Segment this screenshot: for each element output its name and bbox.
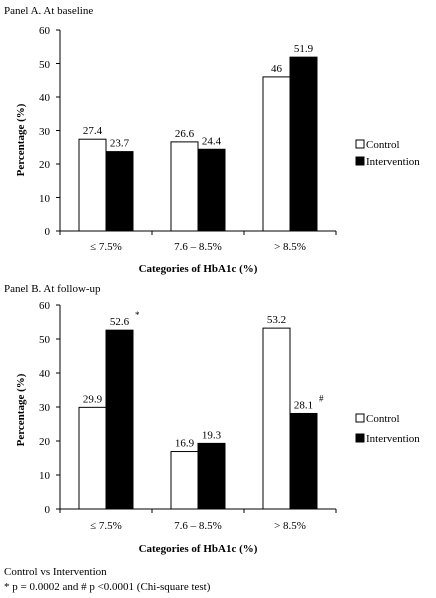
panel-b-marker-intervention-gt-8-5: # xyxy=(319,393,324,403)
panel-a-label-control-le-7-5: 27.4 xyxy=(83,125,103,137)
panel-a-label-control-7-6-8-5: 26.6 xyxy=(175,128,195,140)
panel-a-x-ticks: ≤ 7.5% 7.6 – 8.5% > 8.5% xyxy=(90,241,306,253)
panel-a: Panel A. At baseline Percentage (%) 0 10… xyxy=(4,5,420,275)
panel-a-y-tick-20: 20 xyxy=(39,159,51,171)
panel-b-bar-control-le-7-5 xyxy=(78,406,107,510)
panel-a-bar-control-gt-8-5 xyxy=(262,76,291,232)
panel-a-legend: Control Intervention xyxy=(355,139,420,168)
panel-a-x-tick-1: ≤ 7.5% xyxy=(90,241,122,253)
panel-b-x-tick-1: ≤ 7.5% xyxy=(90,520,122,532)
panel-b-y-axis-label: Percentage (%) xyxy=(15,373,27,446)
panel-a-y-tick-30: 30 xyxy=(39,126,51,138)
panel-b: Panel B. At follow-up Percentage (%) 0 1… xyxy=(4,283,420,555)
panel-b-y-tick-0: 0 xyxy=(45,504,51,516)
panel-b-label-control-gt-8-5: 53.2 xyxy=(267,314,286,326)
panel-b-legend: Control Intervention xyxy=(355,413,420,445)
panel-a-y-tick-60: 60 xyxy=(39,25,51,37)
panel-b-label-intervention-7-6-8-5: 19.3 xyxy=(202,429,222,441)
panel-b-x-axis-label: Categories of HbA1c (%) xyxy=(139,543,258,555)
panel-b-legend-swatch-control xyxy=(355,413,365,423)
panel-b-y-tick-60: 60 xyxy=(39,300,51,312)
panel-a-label-intervention-le-7-5: 23.7 xyxy=(110,138,130,150)
panel-b-bar-intervention-le-7-5 xyxy=(105,329,134,510)
panel-a-y-tick-10: 10 xyxy=(39,193,51,205)
panel-b-label-control-le-7-5: 29.9 xyxy=(83,393,103,405)
panel-b-plot: 29.9 16.9 53.2 52.6 * 19.3 28.1 # xyxy=(56,304,337,513)
panel-b-label-intervention-gt-8-5: 28.1 xyxy=(294,399,313,411)
panel-a-bar-intervention-gt-8-5 xyxy=(289,56,318,232)
panel-b-bar-intervention-gt-8-5 xyxy=(289,412,318,510)
panel-a-legend-control: Control xyxy=(366,139,400,151)
panel-a-label-intervention-7-6-8-5: 24.4 xyxy=(202,135,222,147)
panel-a-x-tick-2: 7.6 – 8.5% xyxy=(174,241,222,253)
footnote-comparison: Control vs Intervention xyxy=(4,566,107,578)
panel-a-legend-swatch-control xyxy=(355,139,365,149)
panel-b-marker-intervention-le-7-5: * xyxy=(135,310,140,320)
panel-b-bar-intervention-7-6-8-5 xyxy=(197,442,226,510)
panel-a-label-control-gt-8-5: 46 xyxy=(271,63,283,75)
panel-b-y-tick-10: 10 xyxy=(39,470,51,482)
panel-a-plot: 27.4 26.6 46 23.7 24.4 51.9 xyxy=(56,29,337,235)
panel-b-legend-intervention: Intervention xyxy=(366,433,420,445)
panel-b-y-tick-50: 50 xyxy=(39,334,51,346)
panel-a-bar-intervention-7-6-8-5 xyxy=(197,148,226,232)
panel-a-legend-swatch-intervention xyxy=(355,156,365,166)
panel-a-y-tick-40: 40 xyxy=(39,92,51,104)
footnote-significance: * p = 0.0002 and # p <0.0001 (Chi-square… xyxy=(4,581,211,593)
panel-a-label-intervention-gt-8-5: 51.9 xyxy=(294,43,314,55)
panel-a-bar-intervention-le-7-5 xyxy=(105,151,134,232)
panel-b-x-ticks: ≤ 7.5% 7.6 – 8.5% > 8.5% xyxy=(90,520,306,532)
panel-a-y-tick-50: 50 xyxy=(39,59,51,71)
panel-b-x-tick-3: > 8.5% xyxy=(274,520,306,532)
panel-b-y-tick-40: 40 xyxy=(39,368,51,380)
panel-b-bar-control-gt-8-5 xyxy=(262,327,291,510)
panel-b-title: Panel B. At follow-up xyxy=(4,283,101,295)
panel-a-bar-control-7-6-8-5 xyxy=(170,141,199,232)
hba1c-bar-charts: Panel A. At baseline Percentage (%) 0 10… xyxy=(4,5,420,555)
panel-a-title: Panel A. At baseline xyxy=(4,5,93,17)
panel-a-legend-intervention: Intervention xyxy=(366,156,420,168)
panel-a-y-axis-label: Percentage (%) xyxy=(15,103,27,176)
panel-b-x-tick-2: 7.6 – 8.5% xyxy=(174,520,222,532)
panel-b-y-ticks: 0 10 20 30 40 50 60 xyxy=(39,300,51,516)
panel-a-bar-control-le-7-5 xyxy=(78,138,107,232)
panel-a-y-ticks: 0 10 20 30 40 50 60 xyxy=(39,25,51,238)
panel-a-y-tick-0: 0 xyxy=(45,226,51,238)
panel-b-label-control-7-6-8-5: 16.9 xyxy=(175,438,195,450)
panel-a-x-axis-label: Categories of HbA1c (%) xyxy=(139,263,258,275)
panel-b-legend-control: Control xyxy=(366,413,400,425)
panel-b-y-tick-30: 30 xyxy=(39,402,51,414)
panel-b-bar-control-7-6-8-5 xyxy=(170,451,199,510)
panel-b-y-tick-20: 20 xyxy=(39,436,51,448)
panel-b-label-intervention-le-7-5: 52.6 xyxy=(110,316,130,328)
panel-a-x-tick-3: > 8.5% xyxy=(274,241,306,253)
panel-b-legend-swatch-intervention xyxy=(355,433,365,443)
